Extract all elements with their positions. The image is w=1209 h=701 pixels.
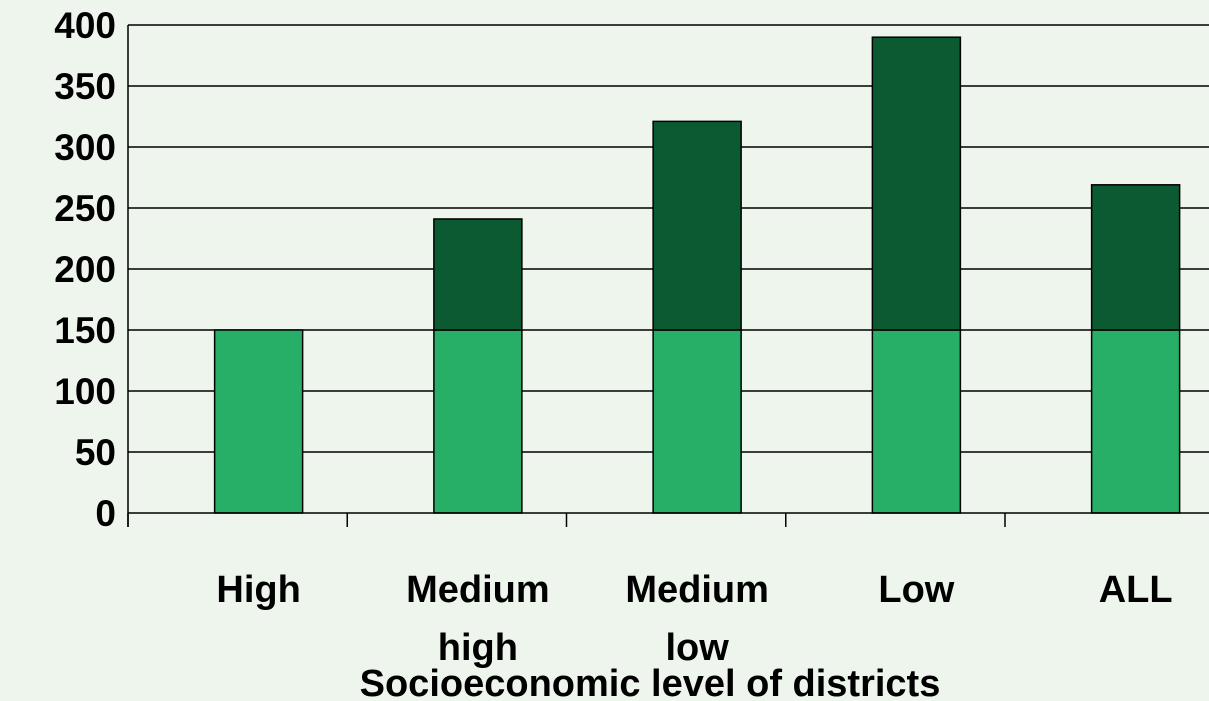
y-tick-label-200: 200 <box>54 249 116 290</box>
x-category-label-all: ALL <box>1099 569 1173 611</box>
y-tick-label-50: 50 <box>75 432 116 473</box>
y-tick-labels: 0 50 100 150 200 250 300 350 400 <box>54 5 116 534</box>
y-tick-label-100: 100 <box>54 371 116 412</box>
bar-low-segment-2 <box>871 36 962 331</box>
x-category-label-medium-high: Medium high <box>406 569 550 669</box>
bar-medium-high-segment-2 <box>433 218 523 331</box>
y-tick-label-300: 300 <box>54 127 116 168</box>
bar-medium-high-segment-1 <box>433 329 523 514</box>
bar-all-segment-2 <box>1090 184 1181 331</box>
bar-all-segment-1 <box>1090 329 1181 514</box>
y-tick-label-350: 350 <box>54 66 116 107</box>
axes <box>127 25 1209 527</box>
x-category-labels: High Medium high Medium low Low ALL <box>216 569 1172 669</box>
y-tick-label-150: 150 <box>54 310 116 351</box>
bar-medium-low-segment-1 <box>652 329 742 514</box>
bars <box>213 36 1181 514</box>
bar-high-segment-1 <box>213 329 304 514</box>
x-category-label-low: Low <box>878 569 954 611</box>
y-tick-label-400: 400 <box>54 5 116 46</box>
y-tick-label-0: 0 <box>95 493 116 534</box>
bar-low-segment-1 <box>871 329 962 514</box>
x-category-label-high: High <box>216 569 300 611</box>
y-tick-label-250: 250 <box>54 188 116 229</box>
bar-medium-low-segment-2 <box>652 120 742 331</box>
x-axis-title: Socioeconomic level of districts <box>360 663 941 701</box>
x-category-label-medium-low: Medium low <box>625 569 769 669</box>
